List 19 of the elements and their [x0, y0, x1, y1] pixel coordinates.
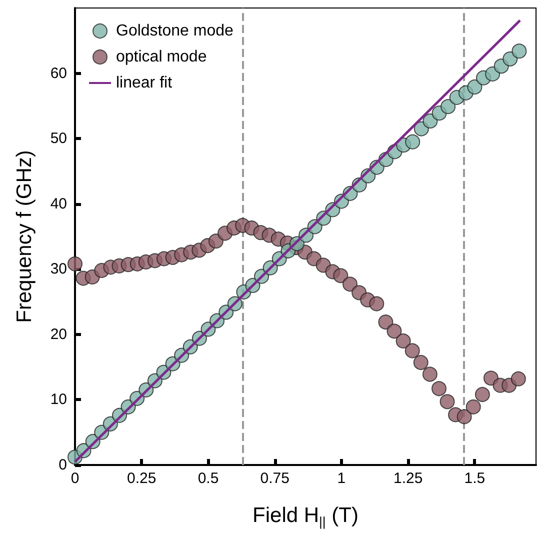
x-tick-label: 1.5 — [464, 470, 486, 487]
y-axis-title: Frequency f (GHz) — [13, 150, 36, 323]
y-tick-label: 10 — [50, 391, 67, 408]
x-tick-label: 1.25 — [393, 470, 423, 487]
y-tick-label: 0 — [58, 456, 67, 474]
legend-label: Goldstone mode — [116, 22, 234, 40]
x-tick-label: 0.75 — [260, 470, 290, 487]
y-tick-label: 40 — [50, 195, 67, 212]
x-axis-title: Field H|| (T) — [252, 504, 358, 529]
y-tick-label: 50 — [50, 130, 67, 148]
y-tick-label: 60 — [50, 64, 67, 82]
x-tick-label: 0.5 — [198, 470, 219, 487]
y-tick-label: 20 — [50, 326, 67, 343]
legend-label: linear fit — [116, 74, 173, 92]
x-tick-label: 0 — [70, 470, 80, 487]
y-tick-label: 30 — [50, 260, 67, 278]
x-tick-label: 0.25 — [127, 470, 156, 487]
legend-label: optical mode — [116, 48, 207, 66]
x-tick-label: 1 — [337, 470, 346, 487]
